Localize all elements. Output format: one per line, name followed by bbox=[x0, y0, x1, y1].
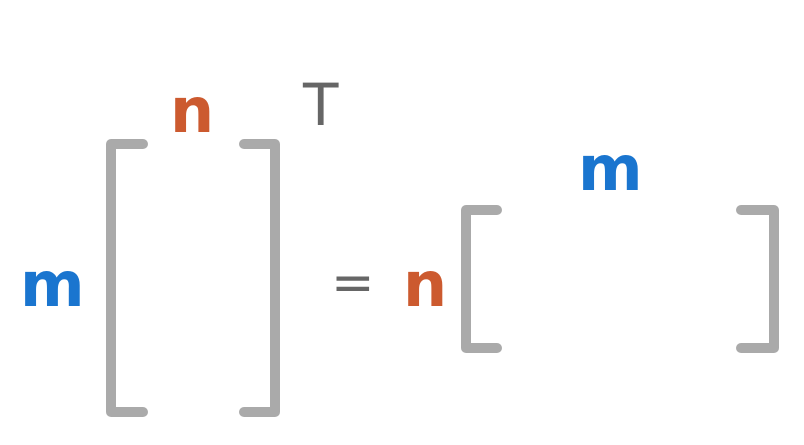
equals-sign: = bbox=[331, 253, 375, 313]
transpose-superscript: T bbox=[303, 71, 339, 139]
rhs-right-bracket bbox=[736, 205, 779, 353]
lhs-right-bracket bbox=[239, 139, 280, 417]
rhs-column-label: m bbox=[578, 132, 643, 205]
lhs-left-bracket bbox=[106, 139, 148, 417]
lhs-column-label: n bbox=[170, 74, 215, 147]
rhs-left-bracket bbox=[461, 205, 502, 353]
lhs-row-label: m bbox=[20, 248, 85, 321]
rhs-row-label: n bbox=[403, 248, 448, 321]
